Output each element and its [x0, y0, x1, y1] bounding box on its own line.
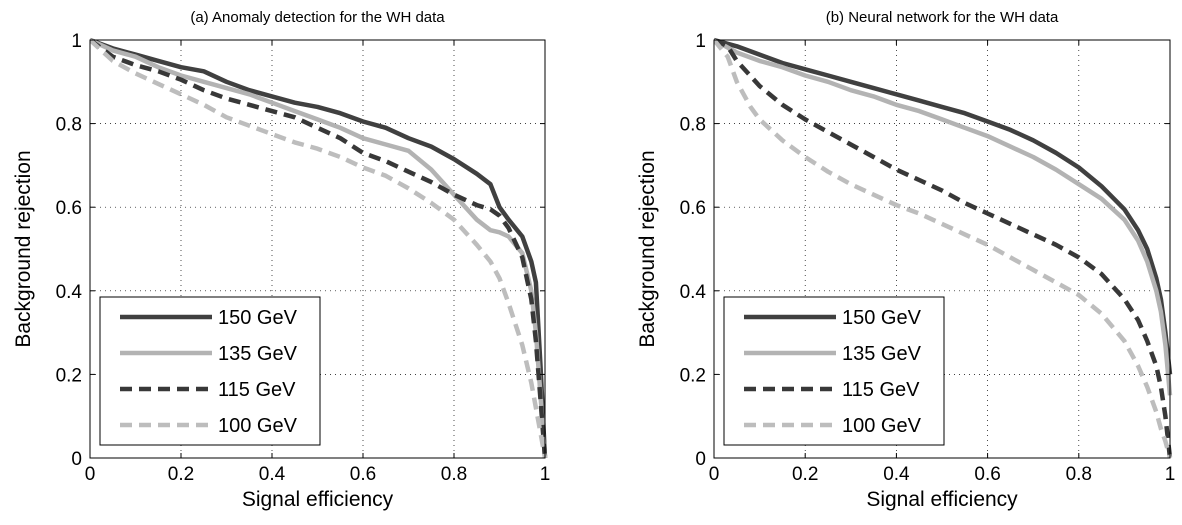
- chart-title: (a) Anomaly detection for the WH data: [190, 9, 445, 26]
- x-tick-label: 0.2: [168, 464, 194, 485]
- series-line-100-gev: [714, 38, 1173, 459]
- legend-label: 150 GeV: [842, 307, 922, 329]
- axes-box: [89, 39, 546, 459]
- legend: 150 GeV 135 GeV 115 GeV 100 GeV: [99, 296, 321, 446]
- y-tick-label: 0: [71, 449, 82, 470]
- x-tick-label: 1: [1165, 464, 1176, 485]
- chart-title: (b) Neural network for the WH data: [826, 9, 1059, 26]
- x-tick-label: 0.2: [792, 464, 818, 485]
- legend-box: [99, 296, 321, 446]
- axes-box: [713, 39, 1171, 459]
- x-tick-label: 0.8: [441, 464, 467, 485]
- x-axis-label: Signal efficiency: [866, 488, 1018, 511]
- y-tick-label: 0.6: [56, 198, 82, 219]
- y-tick-label: 1: [71, 31, 82, 52]
- x-tick-label: 0: [709, 464, 720, 485]
- y-tick-label: 0.4: [56, 282, 83, 303]
- legend-label: 115 GeV: [218, 379, 296, 401]
- x-tick-label: 0.4: [259, 464, 286, 485]
- legend-label: 135 GeV: [842, 343, 922, 365]
- legend-box: [723, 296, 945, 446]
- legend-label: 100 GeV: [218, 415, 298, 437]
- x-tick-label: 0.6: [350, 464, 376, 485]
- legend-label: 100 GeV: [842, 415, 922, 437]
- y-tick-label: 0.2: [680, 365, 706, 386]
- y-tick-label: 1: [695, 31, 706, 52]
- series-line-150-gev: [714, 37, 1173, 375]
- series-line-135-gev: [90, 37, 548, 459]
- chart-panel-b: (b) Neural network for the WH data 0 0.2 0.…: [636, 9, 1175, 511]
- x-tick-label: 0: [85, 464, 96, 485]
- series-line-115-gev: [714, 37, 1173, 459]
- x-axis-label: Signal efficiency: [242, 488, 394, 511]
- y-tick-label: 0.2: [56, 365, 82, 386]
- x-tick-label: 0.6: [974, 464, 1000, 485]
- legend: 150 GeV 135 GeV 115 GeV 100 GeV: [723, 296, 945, 446]
- series-line-135-gev: [714, 38, 1173, 396]
- series-line-150-gev: [90, 37, 548, 459]
- y-tick-label: 0.4: [680, 282, 707, 303]
- x-tick-label: 0.4: [883, 464, 910, 485]
- x-tick-label: 1: [540, 464, 551, 485]
- series-line-100-gev: [90, 38, 548, 459]
- y-tick-label: 0.8: [680, 115, 706, 136]
- x-tick-label: 0.8: [1066, 464, 1092, 485]
- legend-label: 150 GeV: [218, 307, 298, 329]
- y-tick-label: 0.6: [680, 198, 706, 219]
- legend-label: 115 GeV: [842, 379, 920, 401]
- legend-label: 135 GeV: [218, 343, 298, 365]
- y-axis-label: Background rejection: [636, 150, 659, 347]
- chart-panel-a: (a) Anomaly detection for the WH data 0 0.…: [12, 9, 550, 511]
- y-axis-label: Background rejection: [12, 150, 35, 347]
- y-tick-label: 0: [695, 449, 706, 470]
- y-tick-label: 0.8: [56, 115, 82, 136]
- series-line-115-gev: [90, 38, 548, 459]
